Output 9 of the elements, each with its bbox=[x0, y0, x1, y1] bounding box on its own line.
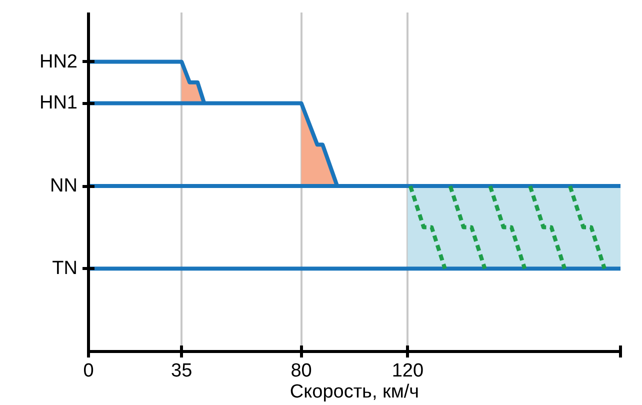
x-tick-label: 120 bbox=[392, 360, 424, 382]
x-tick-label: 80 bbox=[290, 360, 312, 382]
x-tick-label: 0 bbox=[83, 360, 94, 382]
x-tick-label: 35 bbox=[171, 360, 192, 382]
series-label: TN bbox=[52, 258, 78, 280]
series-label: HN1 bbox=[39, 92, 78, 114]
series-label: NN bbox=[50, 176, 78, 197]
x-axis-title: Скорость, км/ч bbox=[290, 382, 420, 402]
series-label: HN2 bbox=[39, 51, 78, 72]
